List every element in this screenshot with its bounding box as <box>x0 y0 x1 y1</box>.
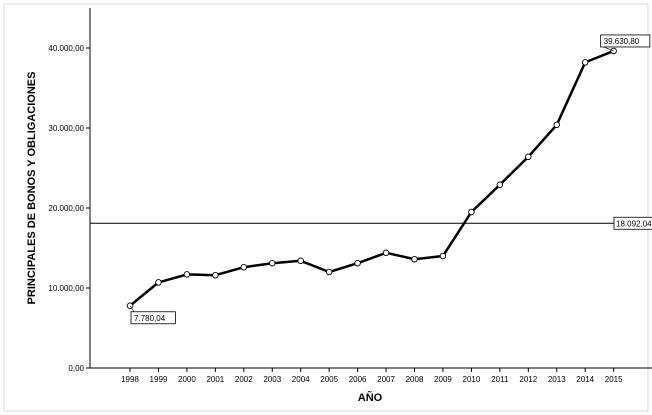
x-axis: 1998 1999 2000 2001 2002 2003 2004 2005 2006 2007… <box>121 368 623 384</box>
annotation-leader <box>603 46 614 52</box>
annotation-box <box>600 34 651 48</box>
data-point <box>183 271 191 278</box>
x-tick-label: 2012 <box>519 375 537 384</box>
y-axis: 0,00 10.000,00 20.000,00 30.000,00 40.000,00 <box>48 44 90 373</box>
data-point <box>382 249 390 257</box>
x-tick-label: 2013 <box>548 375 566 384</box>
data-point <box>325 268 333 276</box>
x-tick-label: 2004 <box>292 375 310 384</box>
x-tick-label: 2008 <box>406 375 424 384</box>
reference-label: 18.092,04 <box>616 219 652 228</box>
x-tick-label: 2014 <box>576 375 594 384</box>
x-tick-label: 2001 <box>206 375 224 384</box>
x-tick-label: 2006 <box>349 375 367 384</box>
data-point <box>297 257 304 265</box>
data-point <box>411 255 418 263</box>
x-tick-label: 2010 <box>463 375 481 384</box>
data-point <box>581 59 589 66</box>
x-tick-label: 2015 <box>605 375 623 384</box>
x-tick-label: 2007 <box>377 375 395 384</box>
x-tick-label: 2003 <box>263 375 281 384</box>
data-point <box>553 121 561 129</box>
data-point <box>525 153 532 161</box>
data-point <box>212 271 219 279</box>
data-point <box>240 263 248 271</box>
reference-line: 18.092,04 <box>90 216 652 230</box>
y-axis-title: PRINCIPALES DE BONOS Y OBLIGACIONES <box>26 72 38 305</box>
data-point <box>496 181 504 189</box>
data-point <box>468 208 475 216</box>
data-point <box>439 252 447 260</box>
x-tick-label: 2005 <box>320 375 338 384</box>
series-line <box>129 49 615 307</box>
annotation-leader <box>129 305 135 312</box>
x-tick-label: 2009 <box>434 375 452 384</box>
y-tick-label: 0,00 <box>68 364 84 373</box>
reference-label-box <box>613 216 652 230</box>
y-tick-label: 20.000,00 <box>48 204 84 213</box>
x-tick-label: 1998 <box>121 375 139 384</box>
x-tick-label: 1999 <box>150 375 168 384</box>
annotation-label: 7.780,04 <box>134 314 166 323</box>
x-axis-title: AÑO <box>358 391 383 404</box>
data-point <box>354 259 361 267</box>
data-point <box>155 279 162 286</box>
x-tick-label: 2011 <box>491 375 509 384</box>
x-tick-label: 2000 <box>178 375 196 384</box>
annotation-label: 39.630,80 <box>604 37 640 46</box>
y-tick-label: 30.000,00 <box>48 124 84 133</box>
data-point <box>269 259 276 267</box>
annotation-box <box>130 311 176 325</box>
data-annotations: 7.780,04 39.630,80 <box>129 34 651 325</box>
y-tick-label: 40.000,00 <box>48 44 84 53</box>
series-points <box>126 47 617 310</box>
y-tick-label: 10.000,00 <box>48 284 84 293</box>
x-tick-label: 2002 <box>235 375 253 384</box>
chart-frame <box>3 3 649 412</box>
